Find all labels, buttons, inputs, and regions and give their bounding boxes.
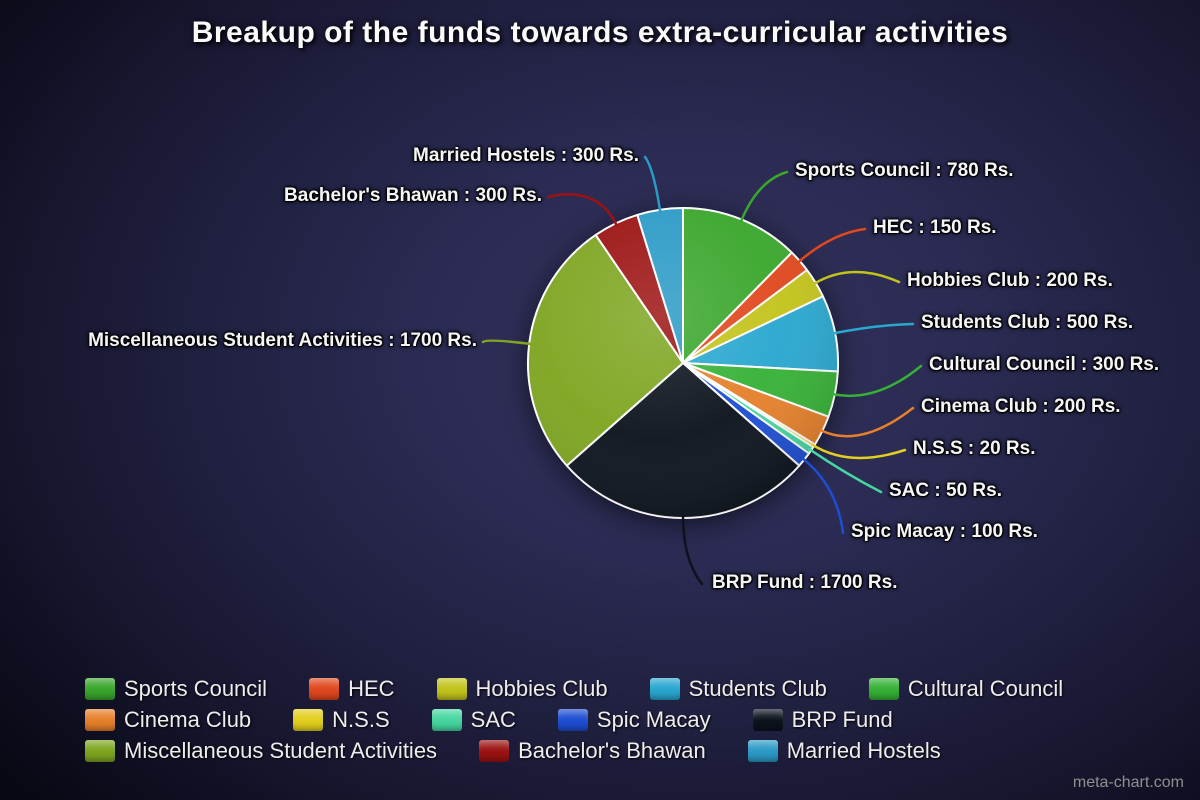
- leader-line-married-hostels: [643, 155, 662, 213]
- legend-swatch-cultural-council: [868, 678, 899, 700]
- legend-item-hobbies-club: Hobbies Club: [436, 676, 608, 702]
- legend-label-sports-council: Sports Council: [124, 676, 268, 701]
- legend-item-married-hostels: Married Hostels: [747, 738, 941, 764]
- leader-line-students-club: [831, 322, 915, 335]
- chart-title: Breakup of the funds towards extra-curri…: [191, 16, 1009, 49]
- legend-swatch-married-hostels: [747, 740, 778, 762]
- legend-label-cinema-club: Cinema Club: [124, 707, 252, 732]
- leader-line-brp-fund: [681, 514, 704, 586]
- legend-swatch-hec: [309, 678, 340, 700]
- legend-label-bachelor-s-bhawan: Bachelor's Bhawan: [518, 738, 706, 763]
- legend-label-sac: SAC: [470, 707, 516, 732]
- legend-swatch-brp-fund: [752, 709, 783, 731]
- legend-row-1: Sports Council HEC Hobbies Club Students Cl…: [85, 676, 1063, 702]
- legend: Sports Council HEC Hobbies Club Students Cl…: [85, 676, 1063, 764]
- legend-item-sports-council: Sports Council: [85, 676, 267, 702]
- leader-lines-group: [481, 155, 923, 586]
- legend-swatch-spic-macay: [557, 709, 588, 731]
- legend-label-hec: HEC: [348, 676, 395, 701]
- leader-line-sac: [808, 447, 883, 494]
- legend-item-miscellaneous-student-activities: Miscellaneous Student Activities: [85, 738, 437, 764]
- leader-line-sports-council: [739, 170, 789, 223]
- pie-slices-group: [526, 207, 840, 520]
- legend-label-n-s-s: N.S.S: [332, 707, 390, 732]
- legend-label-miscellaneous-student-activities: Miscellaneous Student Activities: [124, 738, 438, 763]
- legend-swatch-n-s-s: [293, 709, 324, 731]
- legend-label-students-club: Students Club: [688, 676, 827, 701]
- legend-item-sac: SAC: [431, 707, 516, 733]
- legend-swatch-bachelor-s-bhawan: [479, 740, 510, 762]
- pie-gloss-overlay: [528, 208, 838, 518]
- legend-item-hec: HEC: [309, 676, 395, 702]
- legend-label-spic-macay: Spic Macay: [596, 707, 711, 732]
- legend-swatch-miscellaneous-student-activities: [85, 740, 115, 762]
- legend-swatch-students-club: [649, 678, 680, 700]
- leader-line-bachelor-s-bhawan: [546, 193, 618, 227]
- leader-line-hobbies-club: [812, 270, 901, 286]
- legend-label-cultural-council: Cultural Council: [907, 676, 1064, 701]
- legend-item-cultural-council: Cultural Council: [868, 676, 1064, 702]
- legend-item-bachelor-s-bhawan: Bachelor's Bhawan: [479, 738, 706, 764]
- legend-swatch-cinema-club: [85, 709, 115, 731]
- legend-row-3: Miscellaneous Student Activities Bachelor…: [85, 738, 1063, 764]
- legend-swatch-hobbies-club: [436, 678, 467, 700]
- legend-item-brp-fund: BRP Fund: [752, 707, 893, 733]
- legend-label-brp-fund: BRP Fund: [791, 707, 893, 732]
- legend-item-n-s-s: N.S.S: [293, 707, 390, 733]
- leader-line-cultural-council: [831, 364, 923, 398]
- legend-row-2: Cinema Club N.S.S SAC Spic Macay BRP Fund: [85, 707, 1063, 733]
- leader-line-n-s-s: [811, 443, 907, 460]
- legend-swatch-sports-council: [85, 678, 115, 700]
- legend-label-married-hostels: Married Hostels: [786, 738, 941, 763]
- legend-item-spic-macay: Spic Macay: [557, 707, 711, 733]
- legend-item-students-club: Students Club: [649, 676, 827, 702]
- legend-label-hobbies-club: Hobbies Club: [475, 676, 608, 701]
- leader-line-hec: [796, 227, 867, 264]
- leader-line-spic-macay: [801, 457, 845, 535]
- leader-line-miscellaneous-student-activities: [481, 339, 533, 346]
- legend-item-cinema-club: Cinema Club: [85, 707, 251, 733]
- legend-swatch-sac: [431, 709, 462, 731]
- watermark: meta-chart.com: [1072, 774, 1184, 791]
- leader-line-cinema-club: [819, 406, 915, 438]
